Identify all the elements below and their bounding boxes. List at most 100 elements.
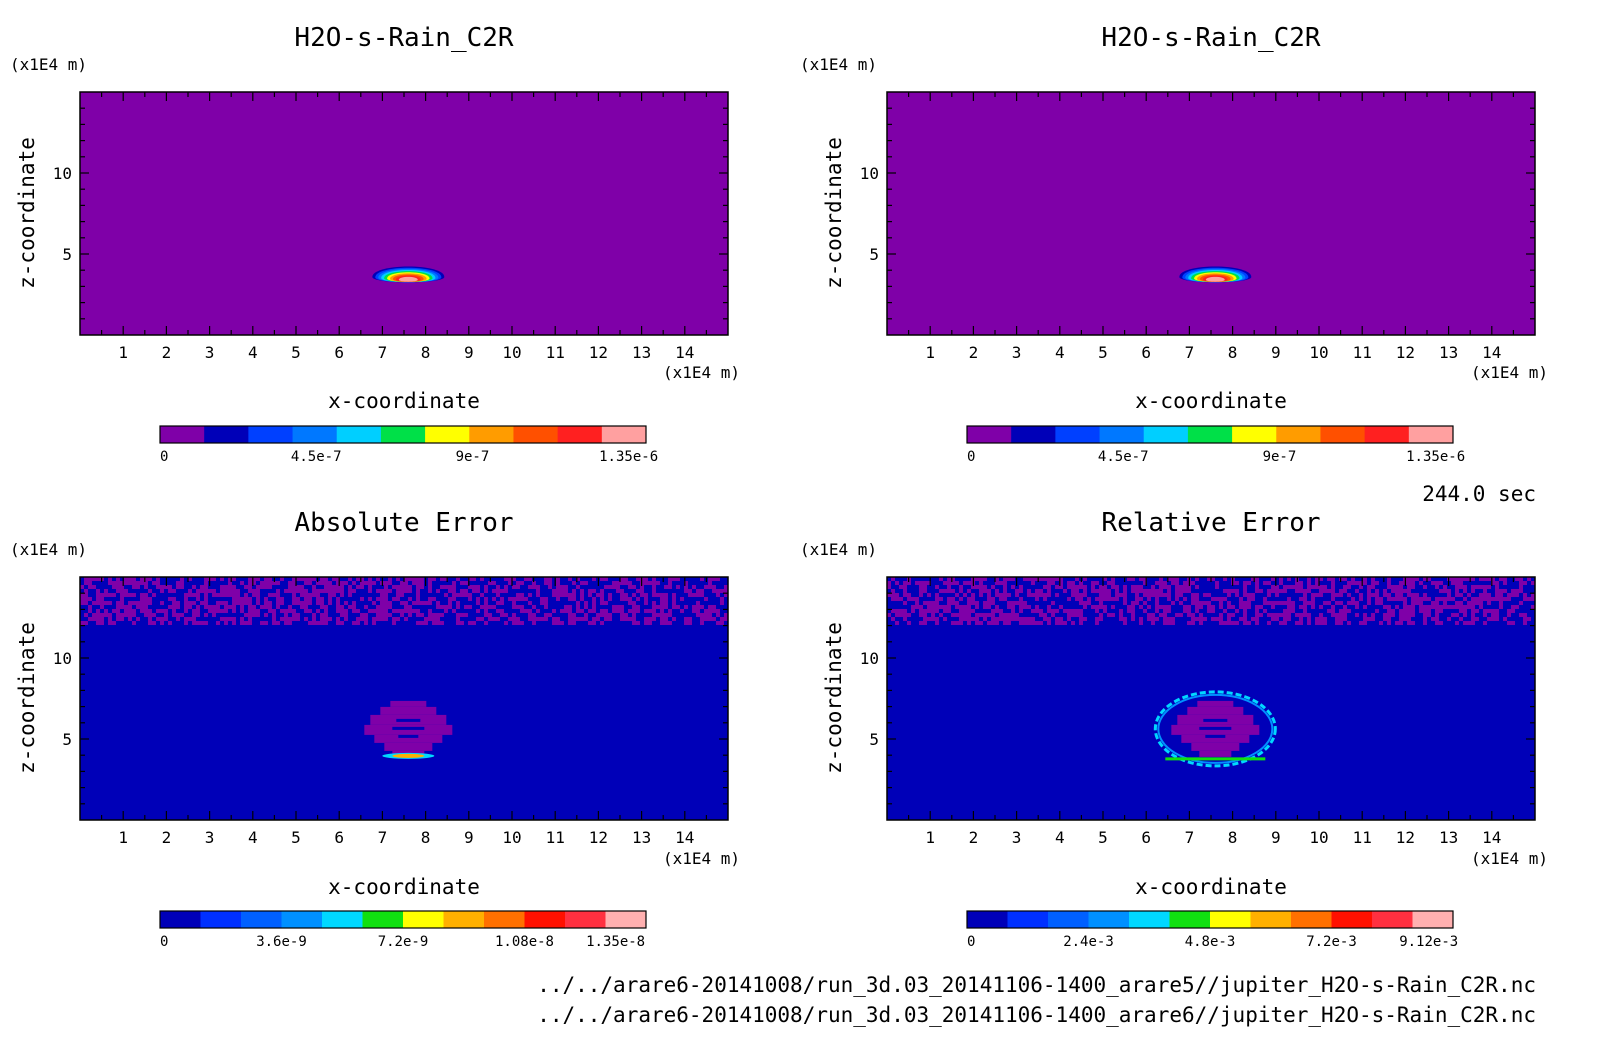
x-tick-label: 10 bbox=[1309, 343, 1328, 362]
noise-cell bbox=[236, 593, 240, 597]
x-tick-label: 1 bbox=[925, 828, 935, 847]
noise-cell bbox=[504, 613, 508, 617]
noise-cell bbox=[196, 589, 200, 593]
noise-cell bbox=[636, 597, 640, 601]
noise-cell bbox=[1183, 589, 1187, 593]
x-tick-label: 10 bbox=[1309, 828, 1328, 847]
noise-cell bbox=[995, 609, 999, 613]
noise-cell bbox=[436, 621, 440, 625]
noise-cell bbox=[975, 617, 979, 621]
noise-cell bbox=[476, 597, 480, 601]
noise-cell bbox=[664, 601, 668, 605]
noise-cell bbox=[1271, 601, 1275, 605]
noise-cell bbox=[895, 593, 899, 597]
noise-cell bbox=[1267, 589, 1271, 593]
noise-cell bbox=[1055, 621, 1059, 625]
noise-cell bbox=[1279, 621, 1283, 625]
noise-cell bbox=[204, 577, 208, 581]
noise-cell bbox=[196, 613, 200, 617]
noise-cell bbox=[1131, 585, 1135, 589]
noise-cell bbox=[312, 577, 316, 581]
noise-cell bbox=[224, 605, 228, 609]
noise-cell bbox=[228, 593, 232, 597]
noise-cell bbox=[1259, 605, 1263, 609]
noise-cell bbox=[236, 597, 240, 601]
noise-cell bbox=[1455, 585, 1459, 589]
noise-cell bbox=[276, 601, 280, 605]
colorbar-tick-label: 9.12e-3 bbox=[1399, 934, 1458, 950]
noise-cell bbox=[416, 609, 420, 613]
noise-cell bbox=[444, 577, 448, 581]
heatmap-field bbox=[887, 577, 1535, 820]
noise-cell bbox=[420, 601, 424, 605]
noise-cell bbox=[572, 617, 576, 621]
noise-cell bbox=[232, 585, 236, 589]
colorbar-swatch bbox=[1408, 426, 1454, 443]
noise-cell bbox=[84, 613, 88, 617]
noise-cell bbox=[891, 609, 895, 613]
noise-cell bbox=[556, 597, 560, 601]
noise-cell bbox=[1335, 617, 1339, 621]
noise-cell bbox=[396, 589, 400, 593]
noise-cell bbox=[484, 613, 488, 617]
noise-cell bbox=[548, 613, 552, 617]
noise-cell bbox=[712, 609, 716, 613]
noise-cell bbox=[1431, 605, 1435, 609]
noise-cell bbox=[1243, 585, 1247, 589]
noise-cell bbox=[316, 609, 320, 613]
noise-cell bbox=[596, 613, 600, 617]
noise-cell bbox=[452, 593, 456, 597]
colorbar-frame bbox=[966, 425, 1454, 444]
noise-cell bbox=[895, 609, 899, 613]
noise-cell bbox=[252, 613, 256, 617]
noise-cell bbox=[308, 597, 312, 601]
noise-cell bbox=[1035, 593, 1039, 597]
noise-cell bbox=[572, 613, 576, 617]
noise-cell bbox=[288, 605, 292, 609]
noise-cell bbox=[1323, 589, 1327, 593]
noise-cell bbox=[132, 621, 136, 625]
noise-cell bbox=[520, 609, 524, 613]
noise-cell bbox=[1331, 597, 1335, 601]
noise-cell bbox=[1343, 577, 1347, 581]
noise-cell bbox=[152, 581, 156, 585]
noise-cell bbox=[648, 581, 652, 585]
noise-cell bbox=[324, 605, 328, 609]
noise-cell bbox=[300, 605, 304, 609]
x-tick-label: 7 bbox=[378, 343, 388, 362]
noise-cell bbox=[1355, 601, 1359, 605]
noise-cell bbox=[440, 585, 444, 589]
noise-cell bbox=[1027, 593, 1031, 597]
noise-cell bbox=[516, 621, 520, 625]
noise-cell bbox=[700, 593, 704, 597]
x-tick-label: 10 bbox=[502, 343, 521, 362]
noise-cell bbox=[192, 617, 196, 621]
noise-cell bbox=[1211, 609, 1215, 613]
noise-cell bbox=[1095, 589, 1099, 593]
noise-cell bbox=[1191, 621, 1195, 625]
noise-cell bbox=[384, 601, 388, 605]
noise-cell bbox=[991, 585, 995, 589]
noise-cell bbox=[1499, 605, 1503, 609]
colorbar-swatch bbox=[1169, 911, 1211, 928]
noise-cell bbox=[540, 601, 544, 605]
noise-cell bbox=[588, 589, 592, 593]
colorbar-tick-label: 2.4e-3 bbox=[1063, 934, 1114, 950]
noise-cell bbox=[104, 609, 108, 613]
colorbar-swatch bbox=[1232, 426, 1277, 443]
noise-cell bbox=[308, 581, 312, 585]
noise-cell bbox=[919, 613, 923, 617]
noise-cell bbox=[376, 609, 380, 613]
noise-cell bbox=[1371, 577, 1375, 581]
noise-cell bbox=[1067, 613, 1071, 617]
noise-cell bbox=[1387, 621, 1391, 625]
colorbar-swatch bbox=[1099, 426, 1145, 443]
noise-cell bbox=[1335, 593, 1339, 597]
noise-cell bbox=[1075, 577, 1079, 581]
noise-cell bbox=[336, 609, 340, 613]
noise-cell bbox=[1467, 593, 1471, 597]
noise-cell bbox=[1139, 621, 1143, 625]
colorbar-tick-label: 1.35e-6 bbox=[599, 449, 658, 465]
noise-cell bbox=[1467, 621, 1471, 625]
noise-cell bbox=[340, 621, 344, 625]
